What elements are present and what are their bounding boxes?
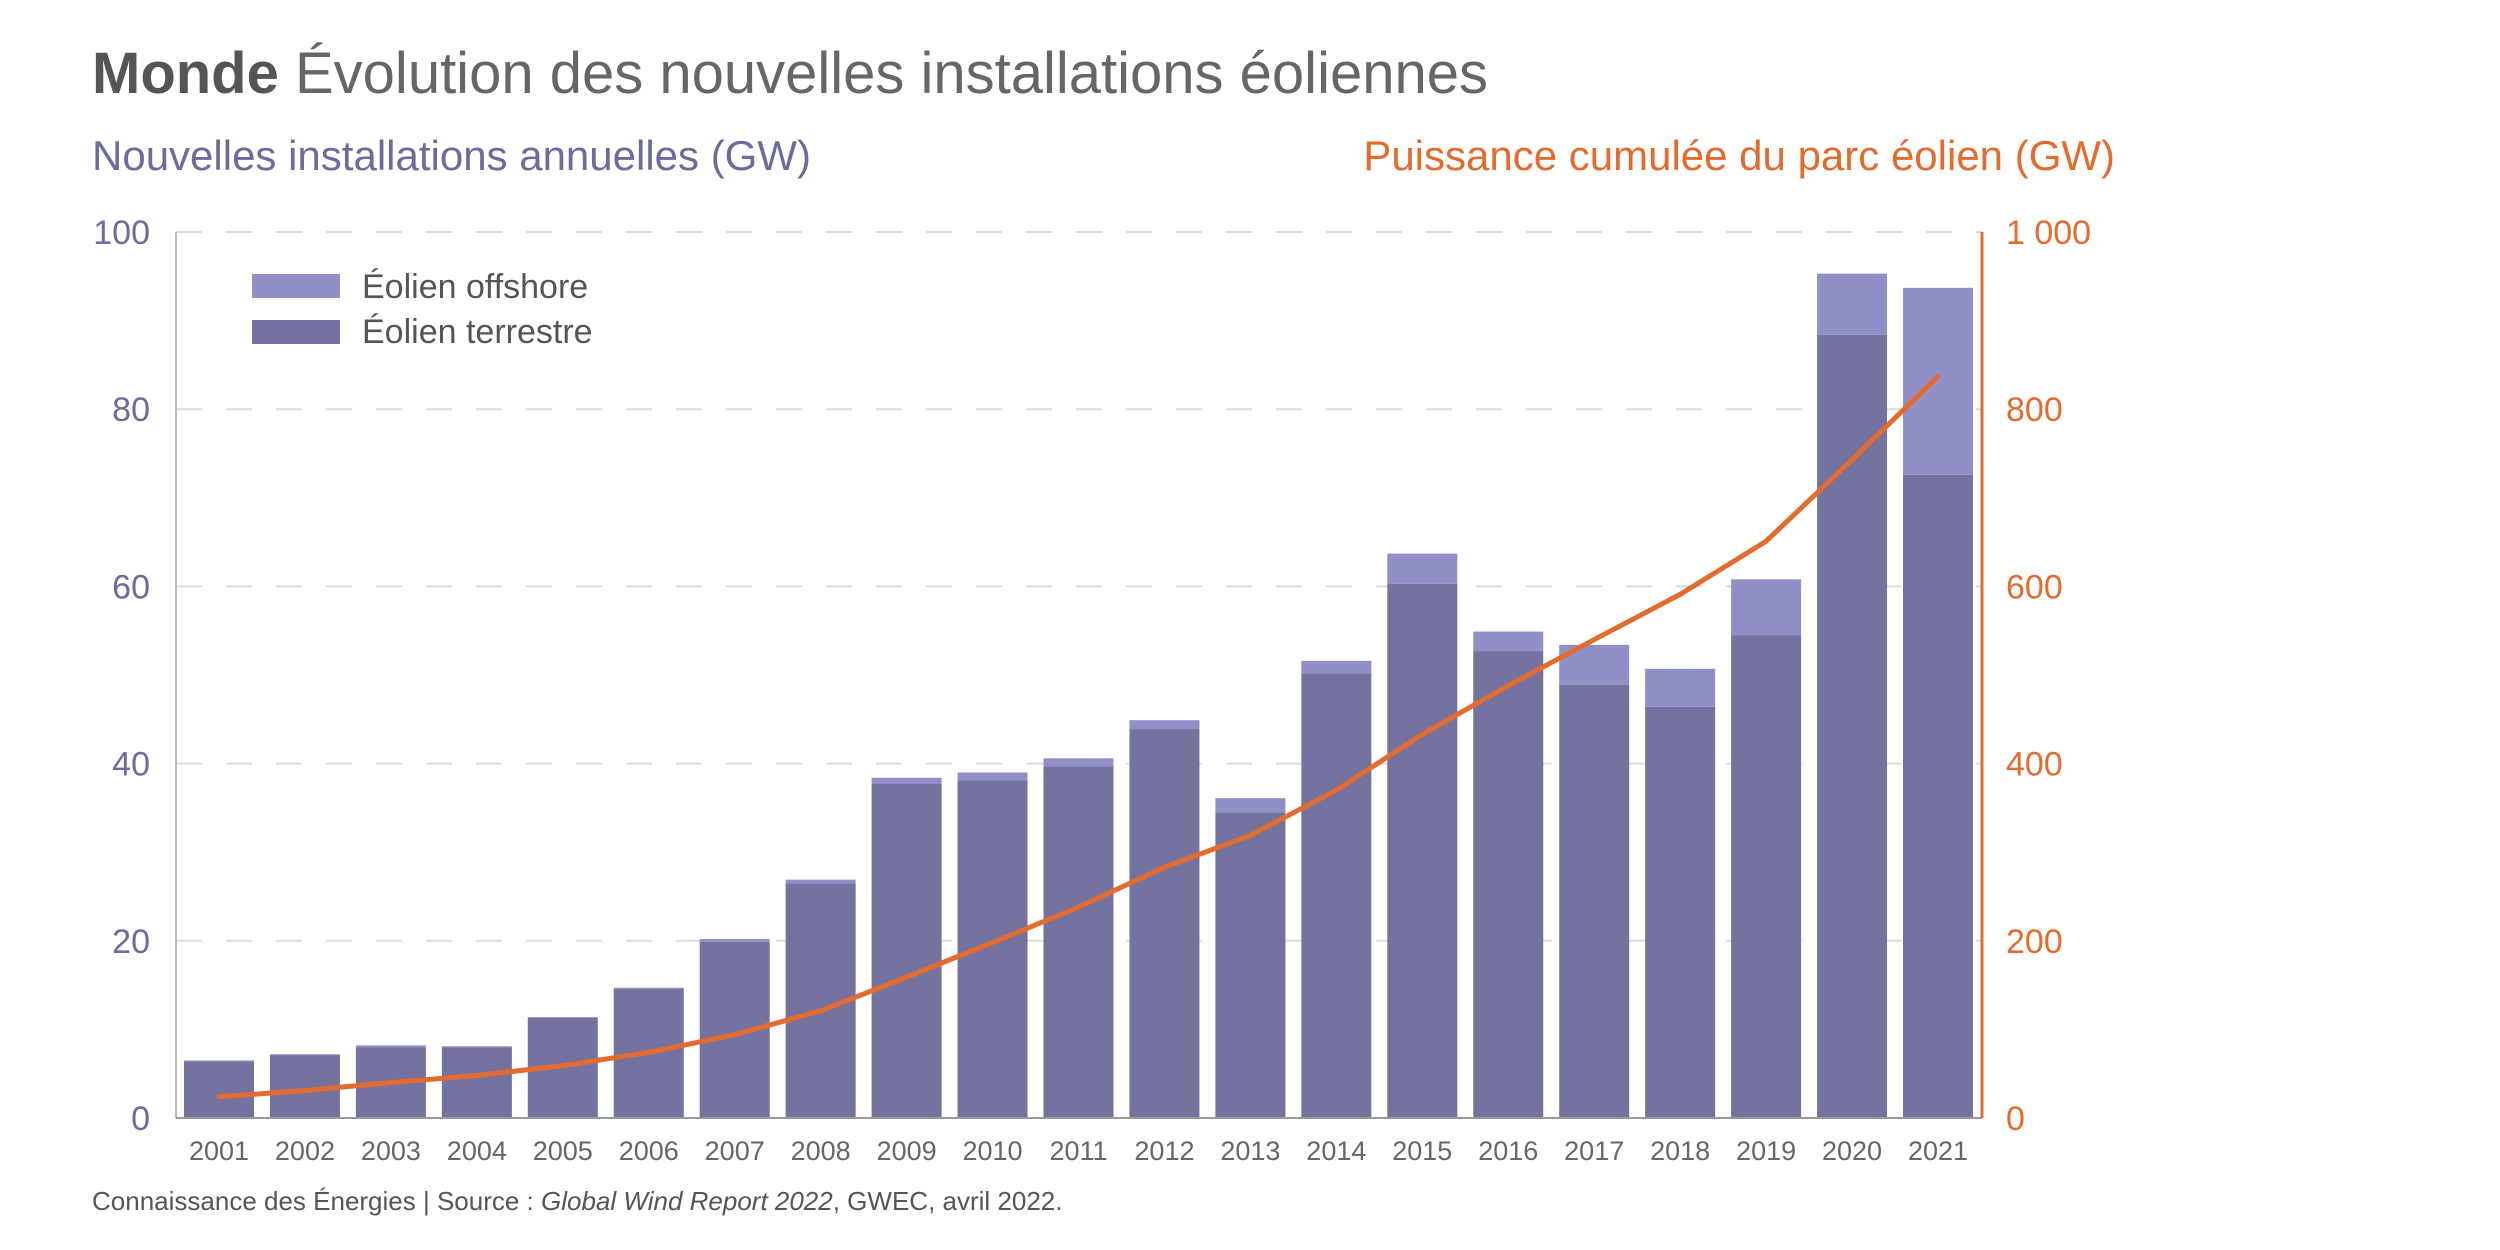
footer-prefix: Connaissance des Énergies | Source : (92, 1186, 542, 1216)
x-tick-label: 2004 (447, 1136, 507, 1166)
bar-offshore (1387, 553, 1458, 584)
bar-offshore (1473, 631, 1544, 652)
footer-report: Global Wind Report 2022 (541, 1186, 833, 1216)
bar-offshore (1731, 579, 1802, 636)
legend-label-onshore: Éolien terrestre (362, 313, 593, 351)
bar-offshore (527, 1016, 598, 1018)
bar-onshore (1817, 334, 1888, 1118)
left-tick-label: 80 (112, 391, 150, 429)
x-tick-label: 2001 (189, 1136, 249, 1166)
bar-offshore (871, 777, 942, 784)
x-tick-label: 2020 (1822, 1136, 1882, 1166)
chart-title: Monde Évolution des nouvelles installati… (92, 40, 1488, 107)
x-tick-label: 2006 (619, 1136, 679, 1166)
bar-onshore (441, 1047, 512, 1118)
right-tick-label: 0 (2006, 1100, 2025, 1138)
left-axis-label: Nouvelles installations annuelles (GW) (92, 132, 811, 179)
left-tick-label: 40 (112, 746, 150, 784)
bar-onshore (1215, 812, 1286, 1118)
left-tick-label: 100 (93, 214, 150, 252)
right-tick-label: 600 (2006, 568, 2063, 606)
left-tick-label: 0 (131, 1100, 150, 1138)
legend-label-offshore: Éolien offshore (362, 268, 588, 306)
bar-onshore (1301, 673, 1372, 1118)
x-tick-label: 2017 (1564, 1136, 1624, 1166)
bar-onshore (1903, 474, 1973, 1118)
x-tick-label: 2018 (1650, 1136, 1710, 1166)
x-tick-label: 2010 (963, 1136, 1023, 1166)
x-tick-label: 2021 (1908, 1136, 1968, 1166)
bar-offshore (699, 939, 770, 942)
bar-offshore (1817, 273, 1888, 335)
bar-offshore (1903, 287, 1973, 475)
x-tick-label: 2016 (1478, 1136, 1538, 1166)
footer-suffix: , GWEC, avril 2022. (832, 1186, 1063, 1216)
left-tick-label: 20 (112, 923, 150, 961)
bar-offshore (441, 1046, 512, 1048)
x-tick-label: 2007 (705, 1136, 765, 1166)
legend-swatch-onshore (252, 320, 340, 344)
bar-onshore (1043, 766, 1114, 1118)
bar-offshore (184, 1060, 254, 1062)
source-footer: Connaissance des Énergies | Source : Glo… (92, 1186, 1062, 1217)
legend-swatch-offshore (252, 274, 340, 298)
bar-offshore (1043, 758, 1114, 767)
title-text: Évolution des nouvelles installations éo… (294, 41, 1488, 106)
bar-offshore (785, 879, 856, 884)
x-tick-label: 2002 (275, 1136, 335, 1166)
bar-offshore (613, 987, 684, 989)
x-tick-label: 2015 (1392, 1136, 1452, 1166)
bar-offshore (269, 1054, 340, 1056)
bar-offshore (1645, 668, 1716, 707)
title-region: Monde (92, 41, 279, 106)
bar-offshore (1215, 798, 1286, 813)
x-tick-label: 2008 (791, 1136, 851, 1166)
x-tick-label: 2013 (1220, 1136, 1280, 1166)
right-tick-label: 800 (2006, 391, 2063, 429)
x-tick-label: 2005 (533, 1136, 593, 1166)
right-tick-label: 1 000 (2006, 214, 2091, 252)
bar-onshore (1473, 651, 1544, 1118)
bar-offshore (957, 772, 1028, 781)
bar-onshore (1559, 684, 1630, 1118)
bar-onshore (1387, 583, 1458, 1118)
bar-onshore (1129, 729, 1200, 1118)
x-tick-label: 2009 (877, 1136, 937, 1166)
x-tick-label: 2003 (361, 1136, 421, 1166)
bar-onshore (957, 780, 1028, 1118)
x-tick-label: 2014 (1306, 1136, 1366, 1166)
right-tick-label: 200 (2006, 923, 2063, 961)
bar-offshore (1129, 720, 1200, 730)
bar-offshore (355, 1045, 426, 1048)
right-tick-label: 400 (2006, 746, 2063, 784)
x-tick-label: 2012 (1134, 1136, 1194, 1166)
bar-offshore (1301, 660, 1372, 674)
x-tick-label: 2019 (1736, 1136, 1796, 1166)
x-tick-label: 2011 (1049, 1136, 1107, 1166)
right-axis-label: Puissance cumulée du parc éolien (GW) (1363, 132, 2115, 179)
bar-onshore (1645, 706, 1716, 1118)
left-tick-label: 60 (112, 568, 150, 606)
bar-onshore (871, 783, 942, 1118)
bar-onshore (184, 1061, 254, 1118)
bar-onshore (1731, 635, 1802, 1118)
